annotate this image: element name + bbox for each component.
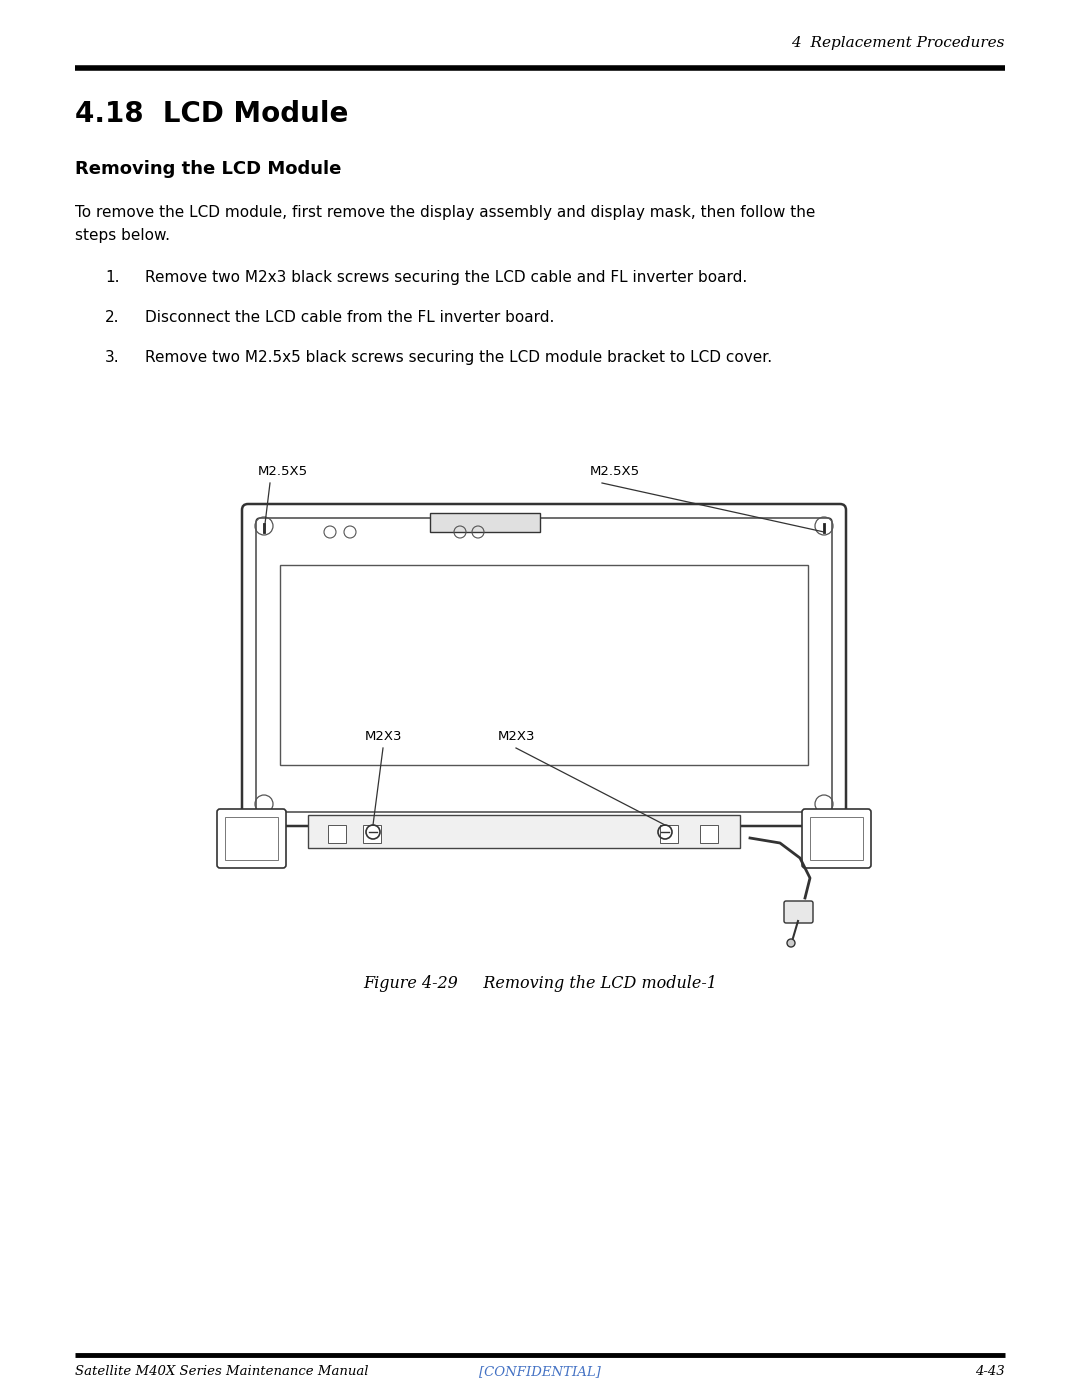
Text: 4-43: 4-43 [975, 1365, 1005, 1377]
Text: 3.: 3. [105, 351, 120, 365]
Bar [280, 564, 808, 766]
Text: 4  Replacement Procedures: 4 Replacement Procedures [792, 36, 1005, 50]
Text: Removing the LCD Module: Removing the LCD Module [75, 161, 341, 177]
Text: 1.: 1. [105, 270, 120, 285]
Bar [225, 817, 278, 861]
Text: Disconnect the LCD cable from the FL inverter board.: Disconnect the LCD cable from the FL inv… [145, 310, 554, 326]
Text: M2X3: M2X3 [498, 731, 536, 743]
Text: Satellite M40X Series Maintenance Manual: Satellite M40X Series Maintenance Manual [75, 1365, 368, 1377]
Text: M2.5X5: M2.5X5 [258, 465, 308, 478]
FancyBboxPatch shape [242, 504, 846, 826]
Bar [660, 826, 678, 842]
Text: 4.18  LCD Module: 4.18 LCD Module [75, 101, 349, 129]
FancyBboxPatch shape [802, 809, 870, 868]
Bar [810, 817, 863, 861]
Text: To remove the LCD module, first remove the display assembly and display mask, th: To remove the LCD module, first remove t… [75, 205, 815, 219]
Bar [430, 513, 540, 532]
Text: 2.: 2. [105, 310, 120, 326]
Text: Remove two M2.5x5 black screws securing the LCD module bracket to LCD cover.: Remove two M2.5x5 black screws securing … [145, 351, 772, 365]
Text: Remove two M2x3 black screws securing the LCD cable and FL inverter board.: Remove two M2x3 black screws securing th… [145, 270, 747, 285]
Text: steps below.: steps below. [75, 228, 170, 243]
Bar [700, 826, 718, 842]
Text: M2X3: M2X3 [365, 731, 403, 743]
FancyBboxPatch shape [784, 901, 813, 923]
Bar [308, 814, 740, 848]
FancyBboxPatch shape [256, 518, 832, 812]
Bar [363, 826, 381, 842]
Text: M2.5X5: M2.5X5 [590, 465, 640, 478]
Text: [CONFIDENTIAL]: [CONFIDENTIAL] [480, 1365, 600, 1377]
Bar [328, 826, 346, 842]
FancyBboxPatch shape [217, 809, 286, 868]
Text: Figure 4-29     Removing the LCD module-1: Figure 4-29 Removing the LCD module-1 [363, 975, 717, 992]
Circle shape [787, 939, 795, 947]
